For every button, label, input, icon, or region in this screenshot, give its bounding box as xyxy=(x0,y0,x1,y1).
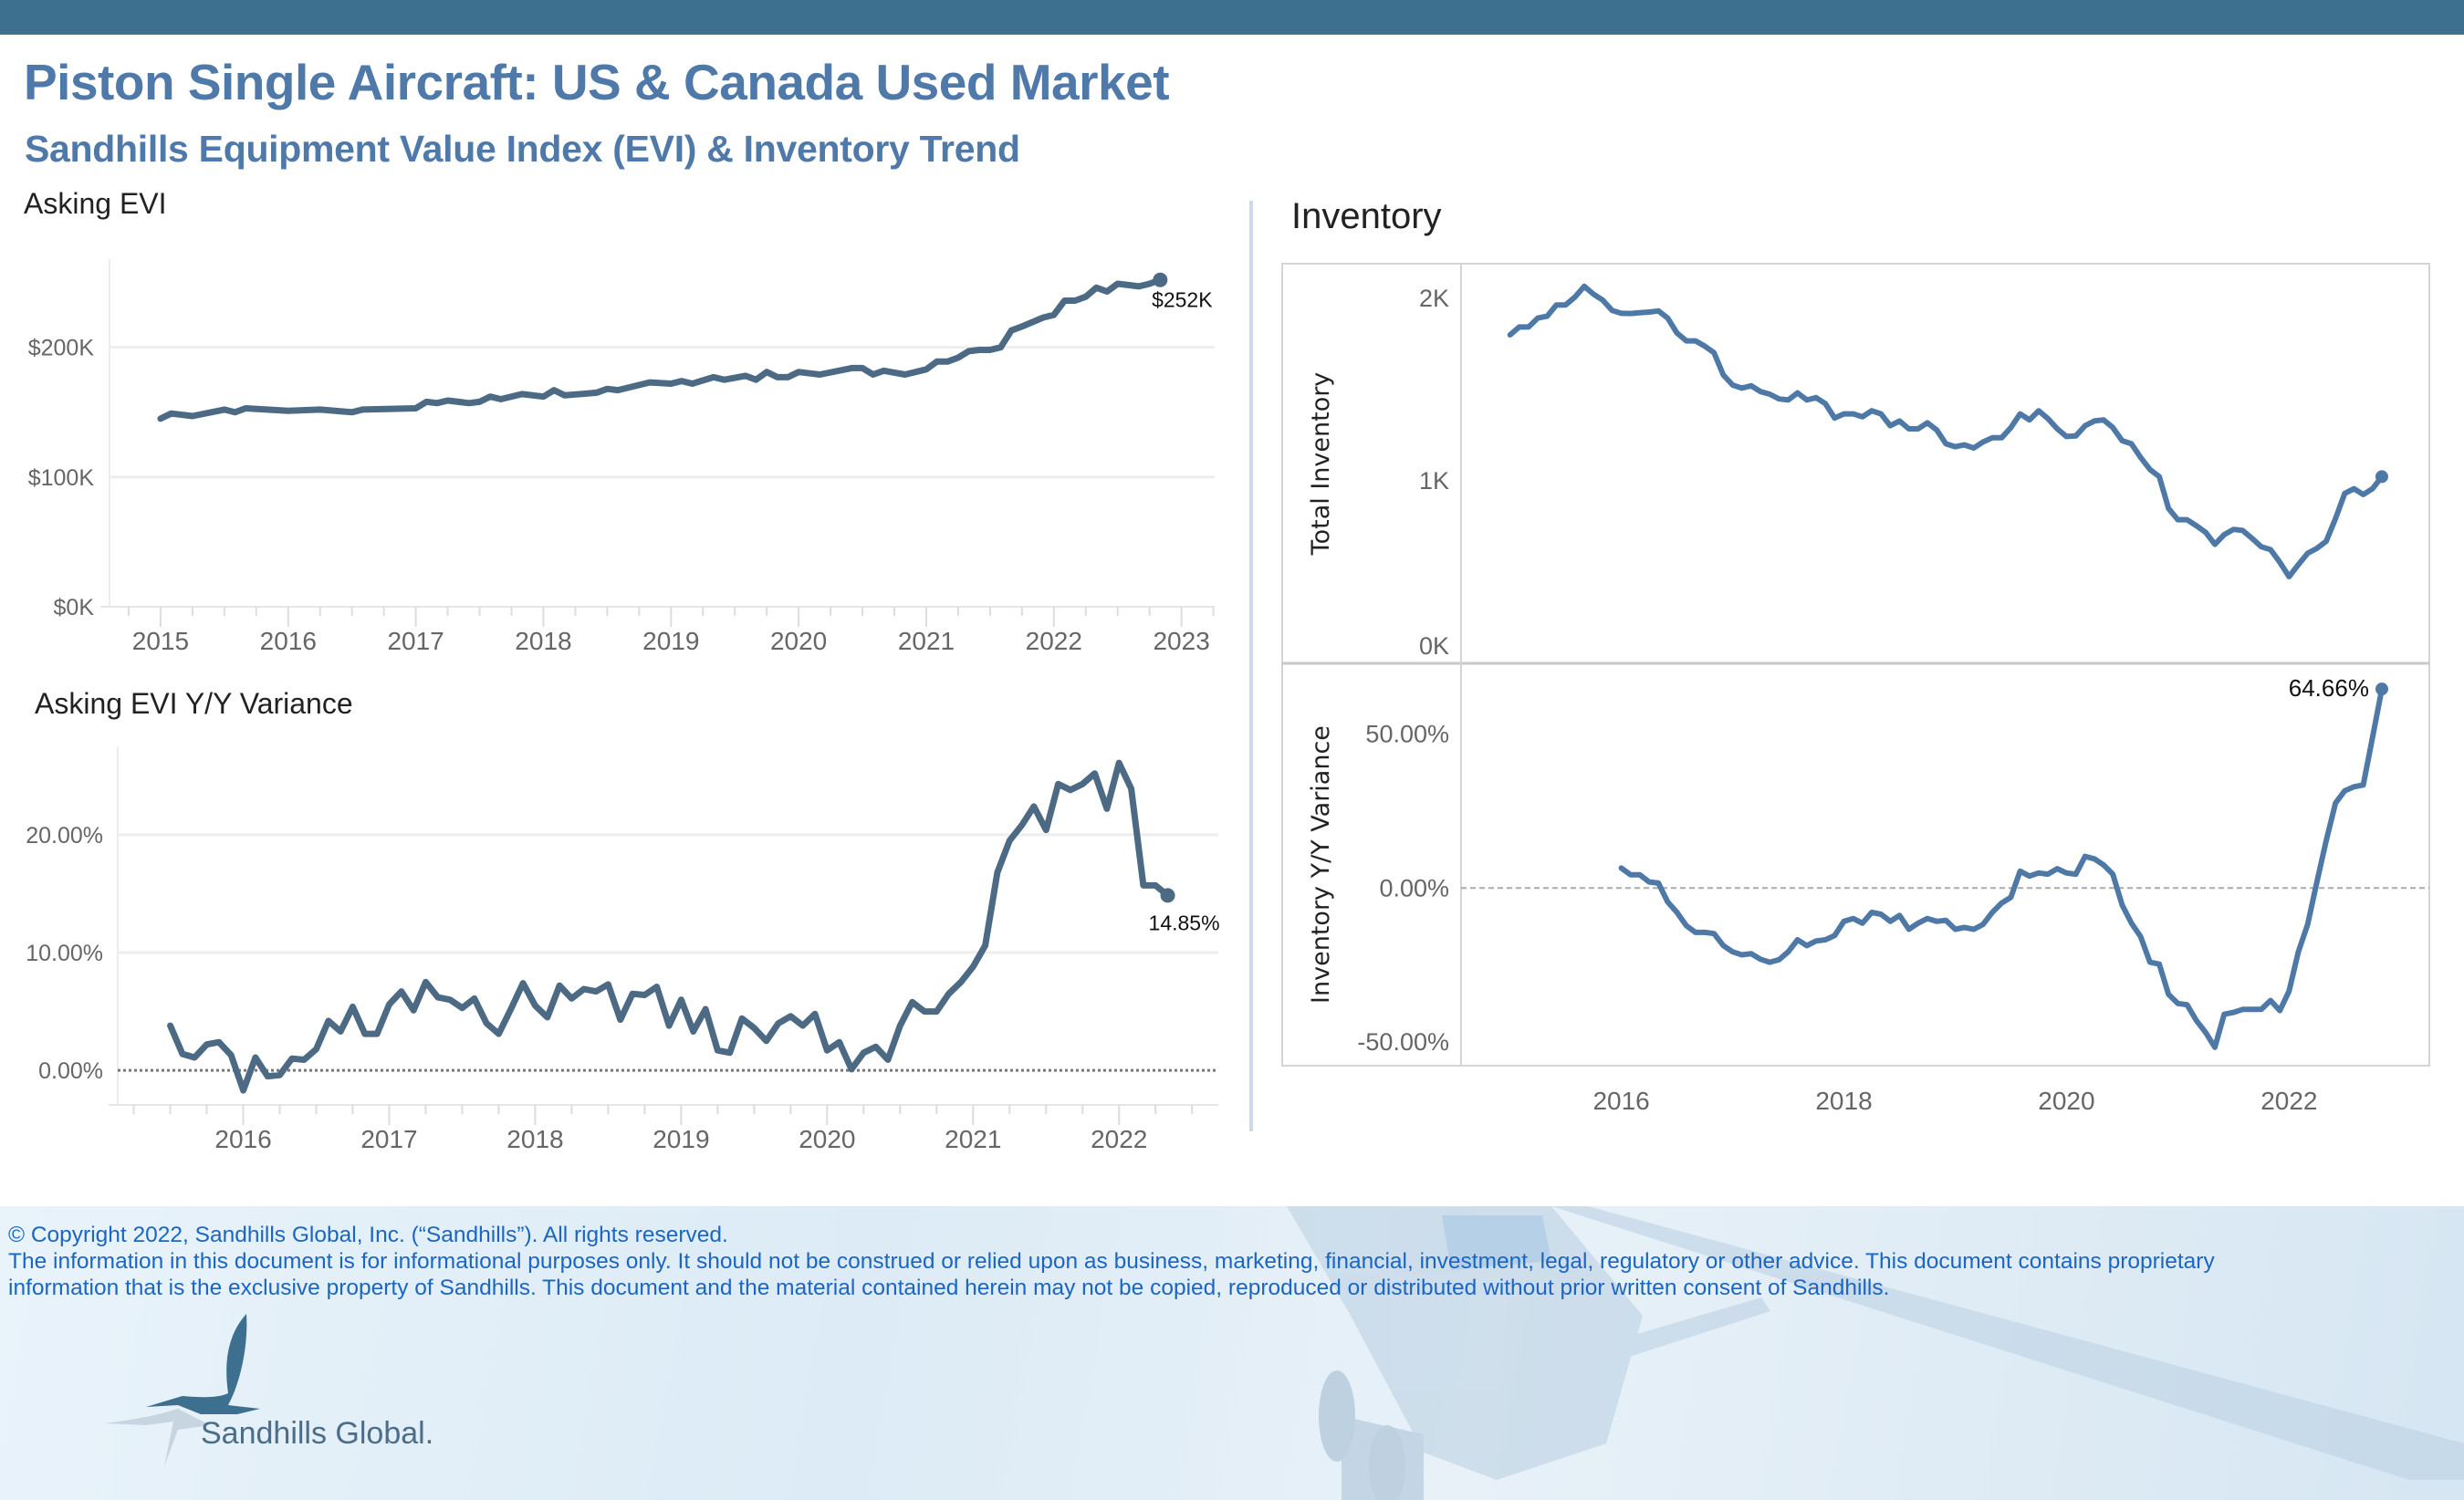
asking-evi-yoy-y-tick-label: 20.00% xyxy=(26,823,103,849)
asking-evi-yoy-y-tick-label: 10.00% xyxy=(26,941,103,966)
asking-evi-end-label: $252K xyxy=(1152,288,1213,312)
asking-evi-yoy-end-label: 14.85% xyxy=(1149,911,1220,934)
airplane-photo xyxy=(1287,1206,2464,1500)
asking-evi-x-tick-label: 2022 xyxy=(1026,627,1082,655)
asking-evi-yoy-x-tick-label: 2018 xyxy=(506,1125,563,1153)
asking-evi-x-tick-label: 2019 xyxy=(642,627,699,655)
asking-evi-yoy-end-marker xyxy=(1160,888,1175,903)
asking-evi-x-tick-label: 2018 xyxy=(515,627,571,655)
asking-evi-series-line xyxy=(157,276,1164,422)
asking-evi-yoy-x-tick-label: 2017 xyxy=(360,1125,417,1153)
disclaimer-line-2: information that is the exclusive proper… xyxy=(8,1276,1890,1300)
asking-evi-x-tick-label: 2021 xyxy=(898,627,955,655)
inventory-yoy-x-tick-label: 2018 xyxy=(1815,1087,1872,1115)
inventory-yoy-end-label: 64.66% xyxy=(2289,674,2369,702)
logo-text: Sandhills Global. xyxy=(201,1416,434,1451)
inventory-yoy-x-tick-label: 2016 xyxy=(1592,1087,1649,1115)
asking-evi-yoy-title: Asking EVI Y/Y Variance xyxy=(35,687,353,720)
total-inventory-end-marker xyxy=(2375,470,2388,484)
page-title: Piston Single Aircraft: US & Canada Used… xyxy=(24,54,1170,110)
asking-evi-y-tick-label: $0K xyxy=(54,595,95,620)
asking-evi-yoy-x-tick-label: 2020 xyxy=(799,1125,855,1153)
total-inventory-series-line xyxy=(1507,283,2385,579)
asking-evi-x-tick-label: 2023 xyxy=(1153,627,1209,655)
copyright-text: © Copyright 2022, Sandhills Global, Inc.… xyxy=(8,1223,728,1247)
asking-evi-yoy-series-line xyxy=(167,759,1172,1094)
inventory-yoy-series-line xyxy=(1618,686,2385,1050)
asking-evi-y-tick-label: $100K xyxy=(28,465,95,491)
asking-evi-yoy-x-tick-label: 2016 xyxy=(214,1125,271,1153)
total-inventory-y-tick-label: 0K xyxy=(1419,632,1449,660)
total-inventory-y-tick-label: 2K xyxy=(1419,285,1449,312)
inventory-yoy-axis-title: Inventory Y/Y Variance xyxy=(1307,725,1335,1004)
inventory-yoy-y-tick-label: -50.00% xyxy=(1357,1028,1449,1056)
inventory-yoy-y-tick-label: 0.00% xyxy=(1379,874,1449,901)
inventory-yoy-x-tick-label: 2022 xyxy=(2260,1087,2317,1115)
inventory-yoy-x-tick-label: 2020 xyxy=(2038,1087,2094,1115)
header-bar xyxy=(0,0,2464,35)
asking-evi-x-tick-label: 2016 xyxy=(260,627,317,655)
asking-evi-yoy-y-tick-label: 0.00% xyxy=(38,1058,103,1084)
disclaimer-line-1: The information in this document is for … xyxy=(8,1249,2215,1274)
asking-evi-title: Asking EVI xyxy=(24,187,167,220)
crane-bird-icon xyxy=(105,1314,260,1466)
asking-evi-yoy-x-tick-label: 2021 xyxy=(945,1125,1001,1153)
panel-divider xyxy=(1249,201,1253,1131)
footer: © Copyright 2022, Sandhills Global, Inc.… xyxy=(0,1206,2464,1500)
asking-evi-end-marker xyxy=(1153,272,1168,287)
page-subtitle: Sandhills Equipment Value Index (EVI) & … xyxy=(25,128,1020,170)
inventory-yoy-end-marker xyxy=(2375,682,2388,696)
asking-evi-yoy-x-tick-label: 2022 xyxy=(1091,1125,1147,1153)
asking-evi-y-tick-label: $200K xyxy=(28,336,95,361)
asking-evi-x-tick-label: 2020 xyxy=(770,627,827,655)
total-inventory-axis-title: Total Inventory xyxy=(1307,372,1335,557)
inventory-title: Inventory xyxy=(1291,196,1442,236)
inventory-yoy-y-tick-label: 50.00% xyxy=(1365,721,1449,748)
asking-evi-x-tick-label: 2017 xyxy=(387,627,444,655)
asking-evi-x-tick-label: 2015 xyxy=(132,627,189,655)
total-inventory-y-tick-label: 1K xyxy=(1419,467,1449,495)
asking-evi-yoy-x-tick-label: 2019 xyxy=(653,1125,709,1153)
